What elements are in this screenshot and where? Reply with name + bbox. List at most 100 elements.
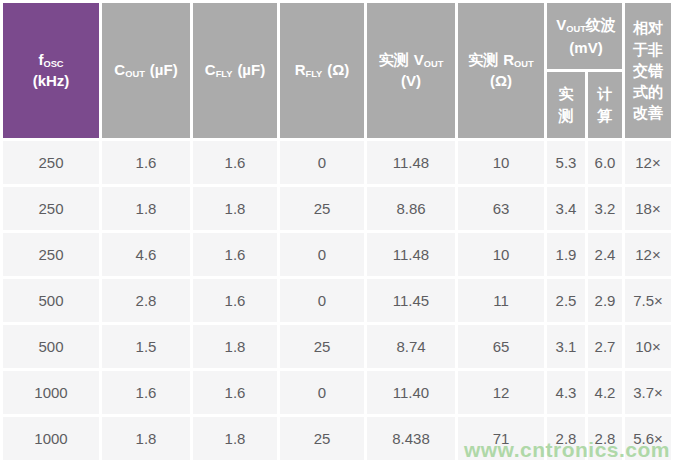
table-figure: fOSC (kHz) COUT(µF) CFLY(µF) RFLY(Ω) 实测V…: [0, 0, 674, 464]
table-cell: 2.9: [588, 279, 622, 322]
table-cell: 1.6: [193, 141, 277, 184]
ripple-symbol: V: [556, 16, 566, 33]
data-table: fOSC (kHz) COUT(µF) CFLY(µF) RFLY(Ω) 实测V…: [0, 0, 674, 463]
cout-symbol: C: [114, 61, 125, 78]
table-cell: 11.48: [367, 233, 455, 276]
table-cell: 2.8: [588, 417, 622, 460]
table-cell: 63: [458, 187, 544, 230]
cfly-symbol: C: [205, 61, 216, 78]
table-cell: 1.6: [193, 279, 277, 322]
rfly-subscript: FLY: [306, 69, 323, 79]
table-cell: 11: [458, 279, 544, 322]
table-cell: 0: [280, 233, 364, 276]
table-cell: 5.3: [547, 141, 585, 184]
header-cfly: CFLY(µF): [193, 3, 277, 138]
header-ripple-group: VOUT纹波 (mV): [547, 3, 622, 69]
table-row: 2504.61.6011.48101.92.412×: [3, 233, 671, 276]
table-cell: 1000: [3, 371, 99, 414]
table-cell: 6.0: [588, 141, 622, 184]
table-cell: 1.8: [102, 187, 190, 230]
table-cell: 8.74: [367, 325, 455, 368]
table-cell: 8.86: [367, 187, 455, 230]
table-cell: 12×: [625, 233, 671, 276]
table-cell: 1.6: [102, 141, 190, 184]
improvement-label: 相对于非交错式的改善: [633, 17, 663, 123]
table-cell: 4.3: [547, 371, 585, 414]
rfly-symbol: R: [295, 61, 306, 78]
cfly-subscript: FLY: [216, 69, 233, 79]
header-rout-measured: 实测 ROUT (Ω): [458, 3, 544, 138]
table-cell: 1.6: [102, 371, 190, 414]
table-cell: 12: [458, 371, 544, 414]
table-cell: 2.7: [588, 325, 622, 368]
table-cell: 18×: [625, 187, 671, 230]
table-cell: 250: [3, 233, 99, 276]
table-cell: 8.438: [367, 417, 455, 460]
table-cell: 0: [280, 371, 364, 414]
ripple-rest: 纹波 (mV): [569, 16, 615, 55]
rfly-unit: (Ω): [327, 61, 349, 78]
vout-unit: (V): [367, 71, 455, 91]
table-cell: 4.6: [102, 233, 190, 276]
table-cell: 1.8: [102, 417, 190, 460]
cout-unit: (µF): [150, 61, 178, 78]
header-improvement: 相对于非交错式的改善: [625, 3, 671, 138]
ripple-measured-label: 实测: [559, 83, 574, 128]
table-cell: 12×: [625, 141, 671, 184]
rout-symbol: R: [503, 51, 514, 68]
table-cell: 25: [280, 325, 364, 368]
table-cell: 7.5×: [625, 279, 671, 322]
table-row: 2501.61.6011.48105.36.012×: [3, 141, 671, 184]
table-cell: 250: [3, 187, 99, 230]
table-cell: 0: [280, 279, 364, 322]
table-cell: 2.4: [588, 233, 622, 276]
vout-prefix: 实测: [379, 51, 409, 68]
table-cell: 25: [280, 417, 364, 460]
table-cell: 10: [458, 141, 544, 184]
table-row: 5001.51.8258.74653.12.710×: [3, 325, 671, 368]
header-fosc: fOSC (kHz): [3, 3, 99, 138]
table-cell: 0: [280, 141, 364, 184]
table-cell: 5.6×: [625, 417, 671, 460]
table-cell: 500: [3, 279, 99, 322]
table-cell: 4.2: [588, 371, 622, 414]
ripple-calculated-label: 计算: [598, 83, 613, 128]
header-ripple-calculated: 计算: [588, 72, 622, 138]
table-cell: 3.2: [588, 187, 622, 230]
header-vout-measured: 实测 VOUT (V): [367, 3, 455, 138]
vout-symbol: V: [414, 51, 424, 68]
table-cell: 10×: [625, 325, 671, 368]
table-cell: 25: [280, 187, 364, 230]
table-cell: 1.8: [193, 417, 277, 460]
header-row-top: fOSC (kHz) COUT(µF) CFLY(µF) RFLY(Ω) 实测V…: [3, 3, 671, 69]
table-cell: 3.1: [547, 325, 585, 368]
table-cell: 2.8: [102, 279, 190, 322]
table-cell: 3.4: [547, 187, 585, 230]
rout-subscript: OUT: [514, 59, 534, 69]
table-row: 5002.81.6011.45112.52.97.5×: [3, 279, 671, 322]
table-cell: 1.8: [193, 325, 277, 368]
table-cell: 11.48: [367, 141, 455, 184]
table-cell: 65: [458, 325, 544, 368]
table-row: 10001.61.6011.40124.34.23.7×: [3, 371, 671, 414]
table-cell: 250: [3, 141, 99, 184]
header-cout: COUT (µF): [102, 3, 190, 138]
table-row: 2501.81.8258.86633.43.218×: [3, 187, 671, 230]
table-cell: 3.7×: [625, 371, 671, 414]
table-cell: 71: [458, 417, 544, 460]
rout-unit: (Ω): [458, 71, 544, 91]
table-cell: 1000: [3, 417, 99, 460]
cout-subscript: OUT: [125, 69, 145, 79]
rout-prefix: 实测: [468, 51, 498, 68]
table-cell: 1.9: [547, 233, 585, 276]
vout-subscript: OUT: [424, 59, 444, 69]
table-cell: 1.6: [193, 371, 277, 414]
table-cell: 1.8: [193, 187, 277, 230]
fosc-subscript: OSC: [43, 59, 63, 69]
fosc-unit: (kHz): [3, 71, 99, 91]
table-cell: 500: [3, 325, 99, 368]
ripple-subscript: OUT: [566, 25, 586, 35]
table-cell: 1.5: [102, 325, 190, 368]
table-cell: 1.6: [193, 233, 277, 276]
table-cell: 10: [458, 233, 544, 276]
